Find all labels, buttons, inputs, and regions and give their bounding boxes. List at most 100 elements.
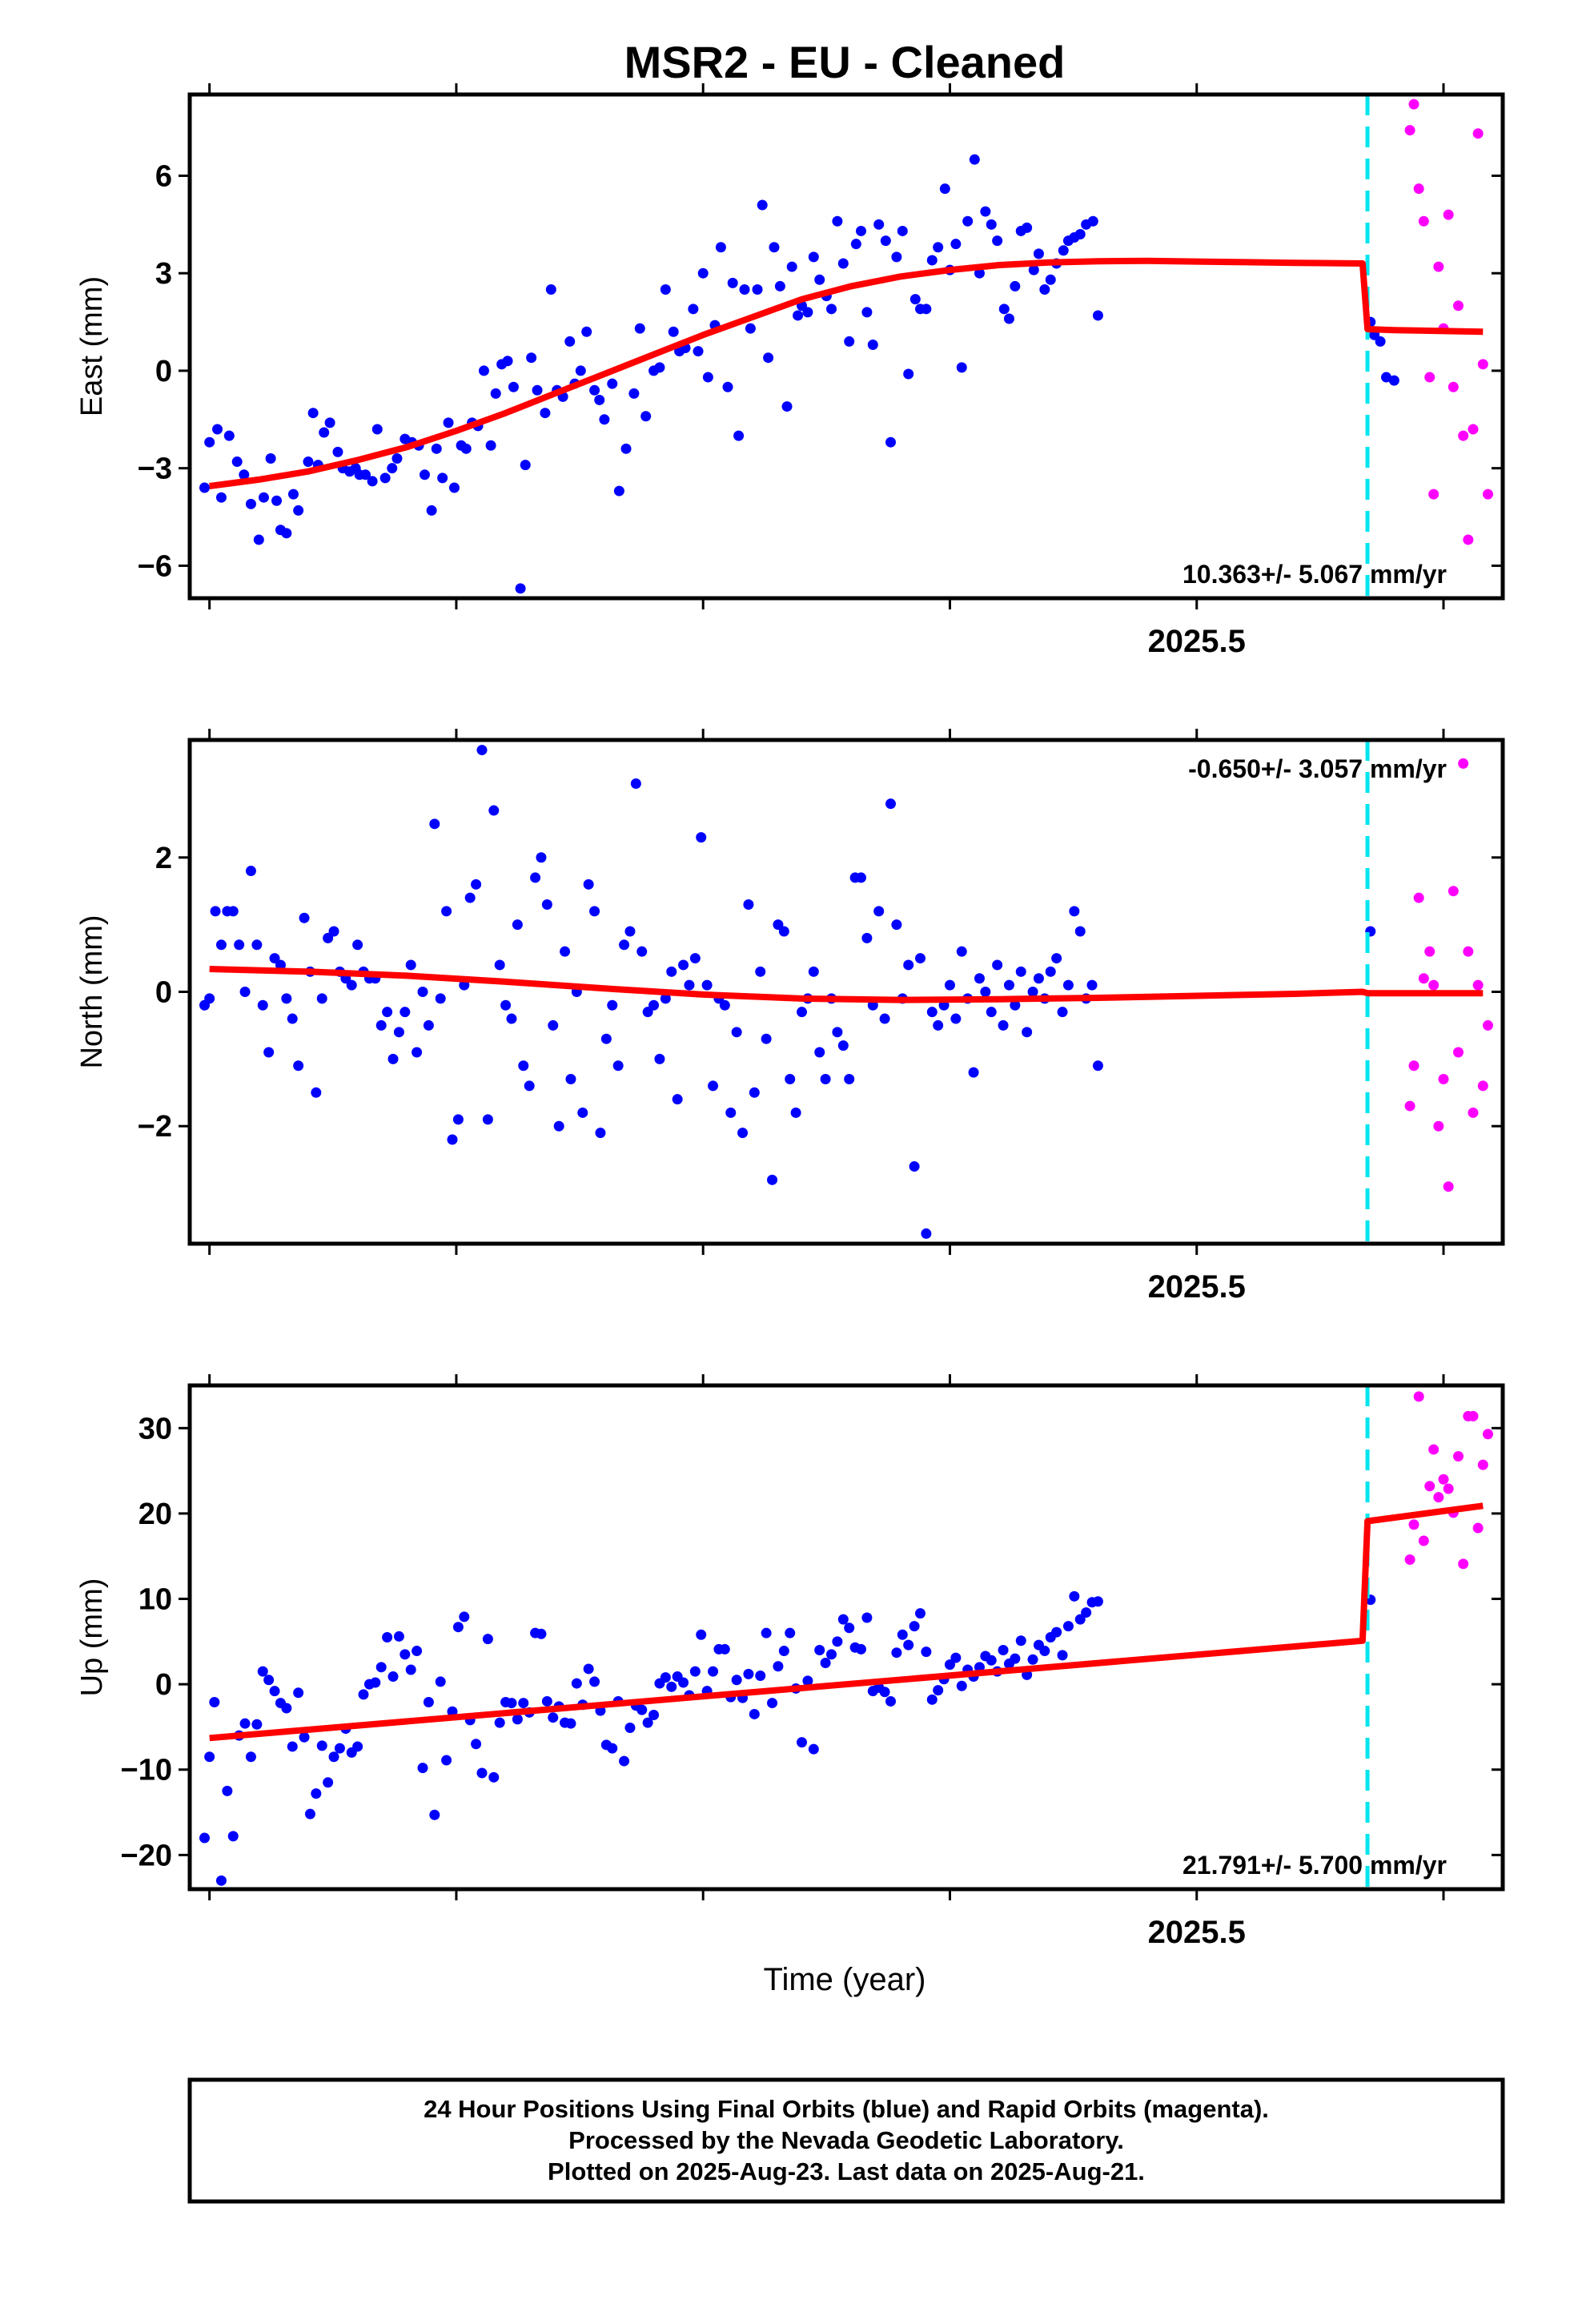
rapid-orbit-point (1418, 215, 1429, 227)
final-orbit-point (512, 1714, 523, 1725)
final-orbit-point (500, 999, 512, 1011)
rapid-orbit-point (1463, 946, 1474, 957)
final-orbit-point (1092, 1596, 1103, 1607)
final-orbit-point (820, 1074, 831, 1085)
final-orbit-point (634, 323, 645, 334)
final-orbit-point (334, 1743, 345, 1754)
final-orbit-point (429, 818, 440, 830)
final-orbit-point (880, 235, 891, 247)
final-orbit-point (412, 1646, 423, 1657)
final-orbit-point (303, 456, 314, 468)
final-orbit-point (485, 440, 496, 451)
final-orbit-point (986, 1007, 997, 1018)
final-orbit-point (980, 206, 991, 217)
final-orbit-point (1086, 979, 1098, 991)
final-orbit-point (1395, 0, 1405, 6)
final-orbit-point (891, 251, 902, 263)
final-orbit-point (701, 979, 713, 991)
final-orbit-point (837, 258, 849, 269)
final-orbit-point (1388, 375, 1399, 386)
final-orbit-point (476, 1767, 488, 1779)
rapid-orbit-point (1418, 973, 1429, 984)
final-orbit-point (1074, 926, 1086, 937)
final-orbit-point (589, 906, 600, 917)
final-orbit-point (814, 1047, 825, 1058)
final-orbit-point (478, 365, 489, 376)
final-orbit-point (441, 906, 452, 917)
final-orbit-point (844, 1622, 855, 1634)
final-orbit-point (400, 1007, 411, 1018)
final-orbit-point (1022, 222, 1033, 233)
y-tick-label: 2 (155, 842, 172, 875)
final-orbit-point (1074, 228, 1086, 239)
model-fit-line (209, 257, 1484, 489)
final-orbit-point (1057, 1007, 1068, 1018)
y-tick-label: −3 (138, 452, 172, 486)
y-tick-label: −20 (121, 1839, 172, 1872)
final-orbit-point (512, 919, 523, 931)
final-orbit-point (239, 469, 250, 480)
final-orbit-point (426, 505, 437, 516)
final-orbit-point (814, 274, 825, 285)
rapid-orbit-point (1468, 424, 1479, 435)
final-orbit-point (1033, 248, 1044, 259)
final-orbit-point (793, 310, 804, 321)
final-orbit-point (933, 242, 944, 253)
final-orbit-point (387, 1671, 399, 1683)
final-orbit-point (1092, 1060, 1103, 1072)
final-orbit-point (1395, 0, 1405, 6)
final-orbit-point (437, 472, 448, 484)
final-orbit-point (926, 1694, 938, 1705)
final-orbit-point (778, 1646, 789, 1657)
final-orbit-point (903, 1639, 914, 1651)
rapid-orbit-point (1404, 1554, 1415, 1565)
final-orbit-point (802, 307, 813, 318)
final-orbit-point (1045, 966, 1056, 977)
final-orbit-point (696, 1629, 707, 1640)
final-orbit-point (737, 1128, 749, 1139)
final-orbit-point (599, 414, 610, 425)
final-orbit-point (939, 183, 950, 195)
final-orbit-point (419, 469, 430, 480)
final-orbit-point (820, 1657, 831, 1668)
final-orbit-point (545, 283, 556, 295)
final-orbit-point (518, 1060, 529, 1072)
final-orbit-point (245, 866, 256, 877)
model-fit-line (209, 966, 1484, 1003)
final-orbit-point (761, 1033, 772, 1044)
rapid-orbit-point (1472, 979, 1484, 991)
final-orbit-point (648, 999, 660, 1011)
rapid-orbit-point (1458, 430, 1469, 441)
final-orbit-point (482, 1634, 493, 1645)
final-orbit-point (488, 805, 500, 816)
final-orbit-point (715, 242, 726, 253)
final-orbit-point (482, 1114, 493, 1125)
final-orbit-point (962, 215, 974, 227)
final-orbit-point (234, 939, 245, 951)
final-orbit-point (1003, 979, 1014, 991)
final-orbit-point (293, 1687, 304, 1699)
final-orbit-point (861, 307, 873, 318)
final-orbit-point (518, 1698, 529, 1709)
rapid-orbit-point (1468, 1410, 1479, 1421)
y-tick-label: 10 (139, 1583, 172, 1617)
final-orbit-point (443, 417, 454, 428)
footer-line-2: Processed by the Nevada Geodetic Laborat… (568, 2126, 1124, 2154)
final-orbit-point (755, 966, 766, 977)
final-orbit-point (808, 966, 819, 977)
final-orbit-point (688, 304, 699, 315)
final-orbit-point (619, 1755, 630, 1767)
final-orbit-point (980, 987, 991, 997)
final-orbit-point (541, 1695, 552, 1707)
final-orbit-point (251, 1719, 263, 1730)
final-orbit-point (508, 381, 519, 392)
final-orbit-point (1039, 283, 1050, 295)
final-orbit-point (897, 225, 908, 236)
final-orbit-point (299, 912, 310, 923)
final-orbit-point (375, 1662, 387, 1673)
rapid-orbit-point (1483, 1429, 1494, 1440)
final-orbit-point (986, 219, 997, 230)
final-orbit-point (548, 1712, 559, 1723)
final-orbit-point (387, 463, 398, 474)
final-orbit-point (944, 1659, 955, 1671)
